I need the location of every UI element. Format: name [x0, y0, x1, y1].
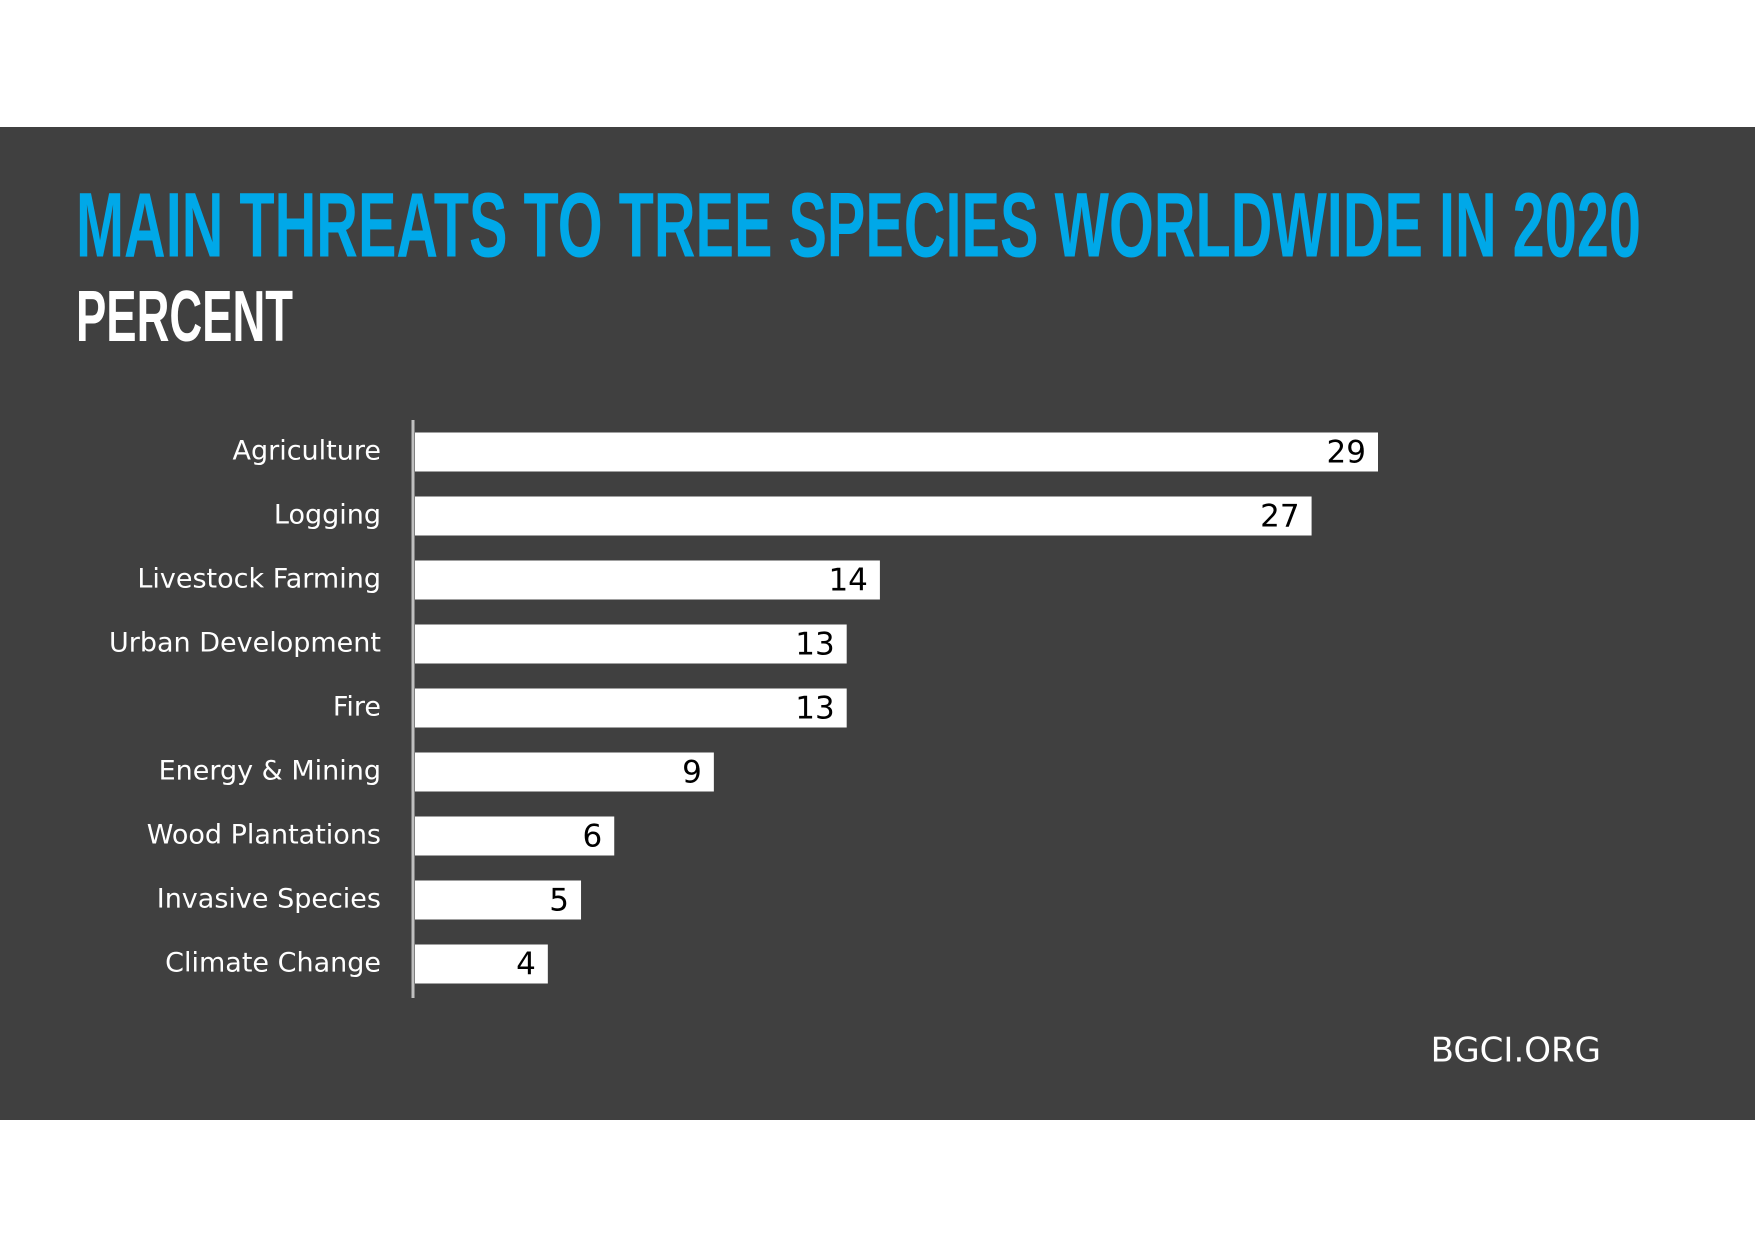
data-label: 9	[682, 755, 702, 791]
bar	[415, 944, 548, 984]
data-label: 5	[549, 883, 569, 919]
data-label: 29	[1327, 435, 1366, 471]
category-label: Agriculture	[233, 436, 382, 467]
category-label: Fire	[333, 692, 381, 723]
bar	[415, 880, 582, 920]
data-label: 6	[583, 819, 603, 855]
category-label: Climate Change	[165, 948, 381, 979]
bar	[415, 624, 847, 664]
data-label: 14	[828, 563, 867, 599]
category-label: Logging	[274, 500, 381, 531]
data-label: 13	[795, 627, 834, 663]
chart-title: MAIN THREATS TO TREE SPECIES WORLDWIDE I…	[76, 174, 1641, 276]
bar	[415, 752, 714, 792]
source-label: BGCI.ORG	[1431, 1031, 1601, 1071]
bar	[415, 432, 1378, 472]
category-label: Invasive Species	[157, 884, 381, 915]
data-label: 13	[795, 691, 834, 727]
bar	[415, 816, 615, 856]
bar	[415, 496, 1312, 536]
bar	[415, 688, 847, 728]
category-label: Wood Plantations	[147, 820, 381, 851]
category-label: Livestock Farming	[137, 564, 381, 595]
data-label: 4	[516, 947, 536, 983]
category-label: Urban Development	[109, 628, 381, 659]
bar	[415, 560, 880, 600]
data-label: 27	[1260, 499, 1299, 535]
category-label: Energy & Mining	[159, 756, 381, 787]
panel-background	[0, 127, 1755, 1120]
chart-subtitle: PERCENT	[76, 277, 293, 357]
